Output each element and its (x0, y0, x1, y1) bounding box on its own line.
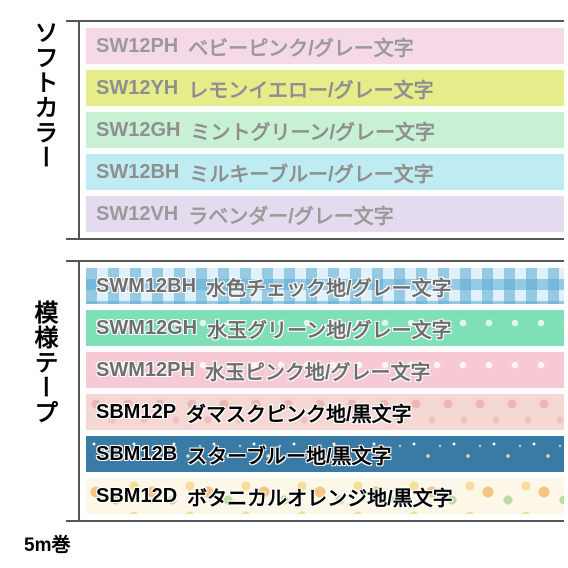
tape-description: 水玉グリーン地/グレー文字 (207, 314, 452, 343)
tape-row: SBM12D ボタニカルオレンジ地/黒文字 (86, 478, 564, 514)
tape-description: 水色チェック地/グレー文字 (206, 272, 452, 301)
tape-description: ミントグリーン/グレー文字 (190, 116, 435, 145)
length-label: 5m巻 (24, 530, 70, 557)
tape-description: ミルキーブルー/グレー文字 (189, 158, 433, 187)
tape-row: SW12BH ミルキーブルー/グレー文字 (86, 154, 564, 190)
tape-code: SWM12BH (96, 275, 196, 298)
tape-description: ボタニカルオレンジ地/黒文字 (187, 482, 453, 511)
tape-row: SWM12PH 水玉ピンク地/グレー文字 (86, 352, 564, 388)
tape-code: SWM12PH (96, 359, 195, 382)
tape-code: SBM12D (96, 485, 177, 508)
tape-row: SWM12GH 水玉グリーン地/グレー文字 (86, 310, 564, 346)
tape-code: SBM12B (96, 443, 177, 466)
tape-code: SWM12GH (96, 317, 197, 340)
tape-code: SBM12P (96, 401, 176, 424)
tape-row: SBM12B スターブルー地/黒文字 (86, 436, 564, 472)
tape-code: SW12GH (96, 119, 180, 142)
tape-code: SW12BH (96, 161, 179, 184)
tape-description: ラベンダー/グレー文字 (188, 200, 394, 229)
tape-description: スターブルー地/黒文字 (187, 440, 391, 469)
section-label-soft: ソフトカラー (26, 20, 61, 170)
groups-container: SW12PHベビーピンク/グレー文字SW12YHレモンイエロー/グレー文字SW1… (78, 20, 564, 542)
tape-row: SW12YH レモンイエロー/グレー文字 (86, 70, 564, 106)
tape-description: ダマスクピンク地/黒文字 (186, 398, 412, 427)
tape-code: SW12PH (96, 35, 178, 58)
section-label-pattern: 模様テープ (26, 300, 61, 425)
tape-description: レモンイエロー/グレー文字 (188, 74, 433, 103)
tape-row: SW12VH ラベンダー/グレー文字 (86, 196, 564, 232)
tape-code: SW12YH (96, 77, 178, 100)
tape-row: SWM12BH 水色チェック地/グレー文字 (86, 268, 564, 304)
tape-description: 水玉ピンク地/グレー文字 (205, 356, 431, 385)
tape-row: SW12PH ベビーピンク/グレー文字 (86, 28, 564, 64)
soft-color-group: SW12PHベビーピンク/グレー文字SW12YHレモンイエロー/グレー文字SW1… (78, 20, 564, 240)
tape-code: SW12VH (96, 203, 178, 226)
tape-description: ベビーピンク/グレー文字 (188, 32, 414, 61)
tape-row: SW12GH ミントグリーン/グレー文字 (86, 112, 564, 148)
pattern-tape-group: SWM12BH 水色チェック地/グレー文字 SWM12GH 水玉グリーン地/グレー文字… (78, 260, 564, 522)
tape-row: SBM12P ダマスクピンク地/黒文字 (86, 394, 564, 430)
